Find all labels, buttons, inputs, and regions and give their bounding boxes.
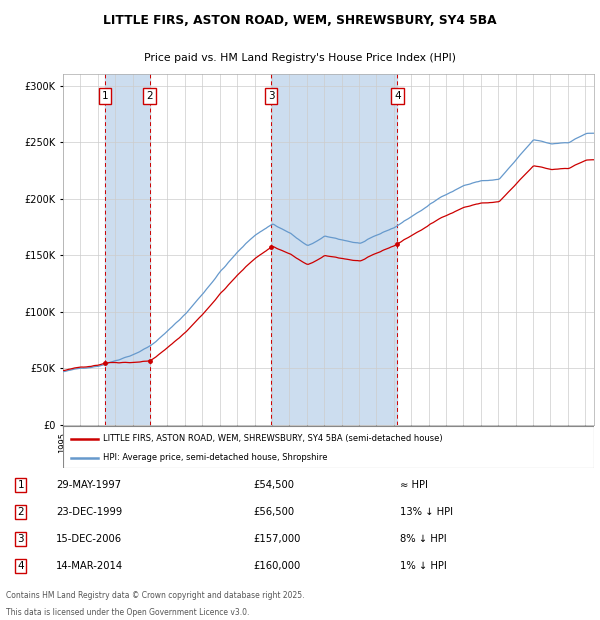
Bar: [271, 74, 397, 425]
Text: LITTLE FIRS, ASTON ROAD, WEM, SHREWSBURY, SY4 5BA (semi-detached house): LITTLE FIRS, ASTON ROAD, WEM, SHREWSBURY…: [103, 434, 442, 443]
Text: £56,500: £56,500: [253, 507, 294, 517]
Text: LITTLE FIRS, ASTON ROAD, WEM, SHREWSBURY, SY4 5BA: LITTLE FIRS, ASTON ROAD, WEM, SHREWSBURY…: [103, 14, 497, 27]
Text: 3: 3: [268, 91, 275, 101]
Text: 8% ↓ HPI: 8% ↓ HPI: [400, 534, 446, 544]
Text: £160,000: £160,000: [253, 561, 300, 571]
Text: 4: 4: [394, 91, 401, 101]
Text: 14-MAR-2014: 14-MAR-2014: [56, 561, 123, 571]
Text: HPI: Average price, semi-detached house, Shropshire: HPI: Average price, semi-detached house,…: [103, 453, 328, 462]
Text: 2: 2: [146, 91, 153, 101]
Bar: [105, 74, 150, 425]
Text: ≈ HPI: ≈ HPI: [400, 480, 428, 490]
Text: 2: 2: [17, 507, 24, 517]
Text: 29-MAY-1997: 29-MAY-1997: [56, 480, 121, 490]
Text: 1: 1: [101, 91, 108, 101]
Text: 1% ↓ HPI: 1% ↓ HPI: [400, 561, 447, 571]
Text: £157,000: £157,000: [253, 534, 301, 544]
Text: 1: 1: [17, 480, 24, 490]
Text: 15-DEC-2006: 15-DEC-2006: [56, 534, 122, 544]
Text: 4: 4: [17, 561, 24, 571]
Text: £54,500: £54,500: [253, 480, 294, 490]
Text: 23-DEC-1999: 23-DEC-1999: [56, 507, 122, 517]
Text: Contains HM Land Registry data © Crown copyright and database right 2025.: Contains HM Land Registry data © Crown c…: [6, 591, 305, 600]
Text: Price paid vs. HM Land Registry's House Price Index (HPI): Price paid vs. HM Land Registry's House …: [144, 53, 456, 63]
Text: 3: 3: [17, 534, 24, 544]
Text: 13% ↓ HPI: 13% ↓ HPI: [400, 507, 453, 517]
Text: This data is licensed under the Open Government Licence v3.0.: This data is licensed under the Open Gov…: [6, 608, 250, 618]
